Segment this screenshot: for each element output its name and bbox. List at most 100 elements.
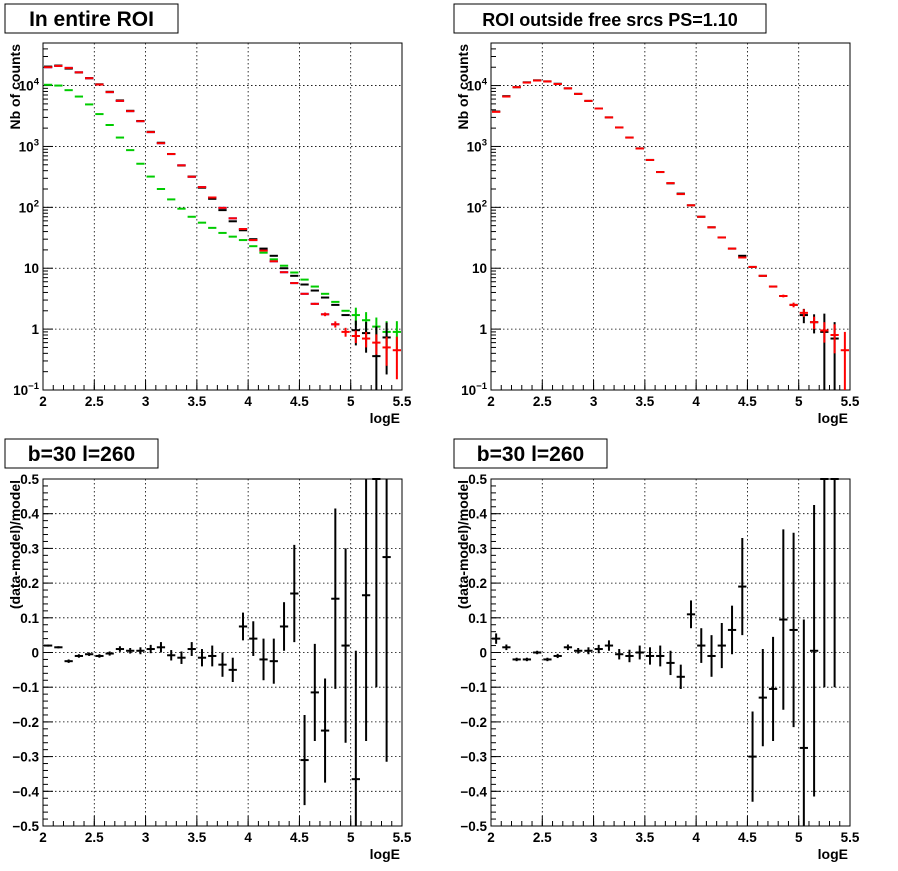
data-point (310, 302, 319, 305)
y-tick-label: 0.2 (20, 576, 39, 591)
data-point (594, 644, 603, 654)
chart-title: In entire ROI (29, 8, 154, 31)
data-point (290, 544, 299, 643)
data-point (382, 336, 391, 366)
data-point (310, 643, 319, 741)
data-point (372, 334, 381, 355)
y-tick-label: 0.5 (468, 472, 487, 487)
data-point (320, 312, 330, 317)
x-tick-label: 4.5 (738, 830, 757, 845)
data-point (187, 642, 196, 656)
data-point (676, 664, 685, 689)
x-tick-label: 5.5 (841, 394, 860, 409)
y-tick-label: −0.2 (12, 715, 39, 730)
data-point (686, 600, 696, 629)
data-point (799, 619, 808, 826)
data-point (625, 649, 634, 663)
x-tick-label: 3.5 (635, 394, 654, 409)
x-tick-label: 4 (692, 394, 700, 409)
data-point (635, 645, 644, 660)
data-point (799, 309, 808, 318)
chart-title-box (4, 438, 159, 469)
y-tick-label: 0.4 (468, 507, 487, 522)
y-tick-label: 103 (467, 137, 487, 154)
x-axis-title: logE (818, 410, 848, 426)
data-point (738, 537, 747, 636)
y-tick-label: −0.4 (460, 784, 487, 799)
y-tick-label: −0.4 (12, 784, 39, 799)
x-tick-label: 3 (142, 830, 150, 845)
data-point (156, 642, 166, 653)
x-tick-label: 4 (244, 830, 252, 845)
y-tick-label: 102 (19, 198, 39, 215)
data-point (177, 651, 186, 664)
x-tick-label: 3.5 (187, 830, 206, 845)
data-point (830, 324, 839, 354)
data-point (820, 478, 829, 688)
data-point (136, 647, 145, 655)
x-axis-title: logE (818, 846, 848, 862)
x-tick-label: 5 (347, 830, 355, 845)
data-point (126, 647, 135, 654)
y-tick-label: 104 (19, 77, 40, 94)
data-series-2 (492, 79, 849, 390)
data-point (361, 479, 371, 741)
data-point (351, 330, 360, 344)
x-tick-label: 4 (244, 394, 252, 409)
x-tick-label: 4 (692, 830, 700, 845)
data-point (382, 479, 391, 762)
x-tick-label: 2.5 (533, 830, 552, 845)
data-point (269, 638, 278, 684)
y-tick-base: 10 (467, 139, 482, 154)
y-tick-base: 10 (19, 200, 34, 215)
data-point (666, 650, 675, 676)
data-point (697, 628, 706, 663)
chart-title-box (4, 3, 179, 34)
data-point (727, 605, 737, 655)
data-point (259, 638, 268, 681)
data-series-4 (44, 64, 401, 380)
y-tick-base: 10 (467, 79, 482, 94)
data-point (656, 645, 665, 667)
y-tick-label: 0.1 (20, 611, 39, 626)
data-point (492, 633, 501, 644)
y-tick-label: 0 (31, 646, 39, 661)
data-point (197, 649, 207, 667)
data-point (208, 645, 217, 667)
x-tick-label: 3 (590, 394, 598, 409)
y-tick-label: −0.5 (460, 819, 487, 834)
data-point (320, 678, 330, 783)
chart-panel-4: 2 2.5 3 3.5 4 4.5 5 5.5 −0.5 −0.4 −0.3 −0.2 −0.1 0 0.1… (453, 438, 860, 862)
y-tick-exponent: 2 (34, 198, 39, 209)
data-point (768, 636, 778, 741)
data-point (372, 478, 381, 688)
data-point (553, 653, 562, 659)
y-tick-base: 10 (13, 383, 28, 398)
x-tick-label: 5.5 (393, 394, 412, 409)
y-tick-label: −0.1 (12, 680, 39, 695)
y-tick-label: 104 (467, 77, 488, 94)
y-tick-label: 10 (472, 261, 487, 276)
data-point (238, 612, 248, 641)
data-point (331, 321, 340, 328)
data-point (115, 646, 125, 652)
data-point (604, 640, 614, 651)
data-point (768, 285, 778, 288)
data-point (341, 327, 350, 337)
y-tick-label: 102 (467, 198, 487, 215)
y-axis-title: (data-model)/model (455, 480, 471, 609)
data-point (54, 646, 63, 649)
y-tick-label: 10−1 (13, 381, 40, 398)
x-tick-label: 2 (39, 830, 47, 845)
data-series-1 (492, 478, 839, 826)
y-tick-label: 10−1 (461, 381, 488, 398)
x-tick-label: 5 (795, 830, 803, 845)
data-series-2 (44, 83, 401, 351)
y-tick-label: −0.1 (460, 680, 487, 695)
y-tick-label: −0.3 (460, 750, 487, 765)
data-point (85, 652, 94, 656)
plot-frame (42, 42, 403, 391)
data-point (584, 647, 593, 655)
